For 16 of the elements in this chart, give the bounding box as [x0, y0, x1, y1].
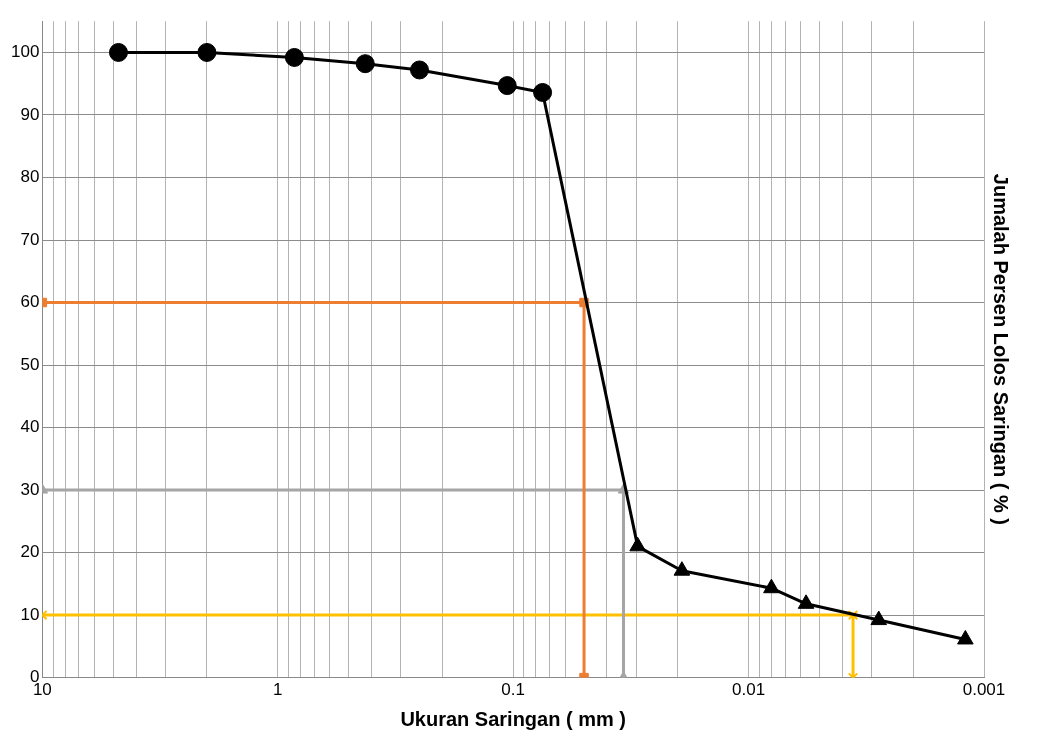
y-tick-label: 70: [20, 229, 40, 249]
y-tick-label: 30: [20, 479, 40, 499]
y-tick-label: 10: [20, 604, 40, 624]
x-tick-label: 0.1: [501, 680, 525, 700]
y-tick-label: 60: [20, 292, 40, 312]
y-tick-label: 80: [20, 167, 40, 187]
x-tick-label: 0.001: [962, 680, 1006, 700]
x-tick-label: 1: [273, 680, 283, 700]
y-axis-title: Jumalah Persen Lolos Saringan ( % ): [990, 173, 1013, 525]
y-tick-label: 90: [20, 104, 40, 124]
x-tick-label: 0.01: [732, 680, 766, 700]
y-tick-label: 100: [10, 42, 40, 62]
y-tick-label: 20: [20, 542, 40, 562]
y-tick-label: 50: [20, 354, 40, 374]
y-tick-label: 40: [20, 417, 40, 437]
x-axis-title: Ukuran Saringan ( mm ): [400, 707, 626, 730]
